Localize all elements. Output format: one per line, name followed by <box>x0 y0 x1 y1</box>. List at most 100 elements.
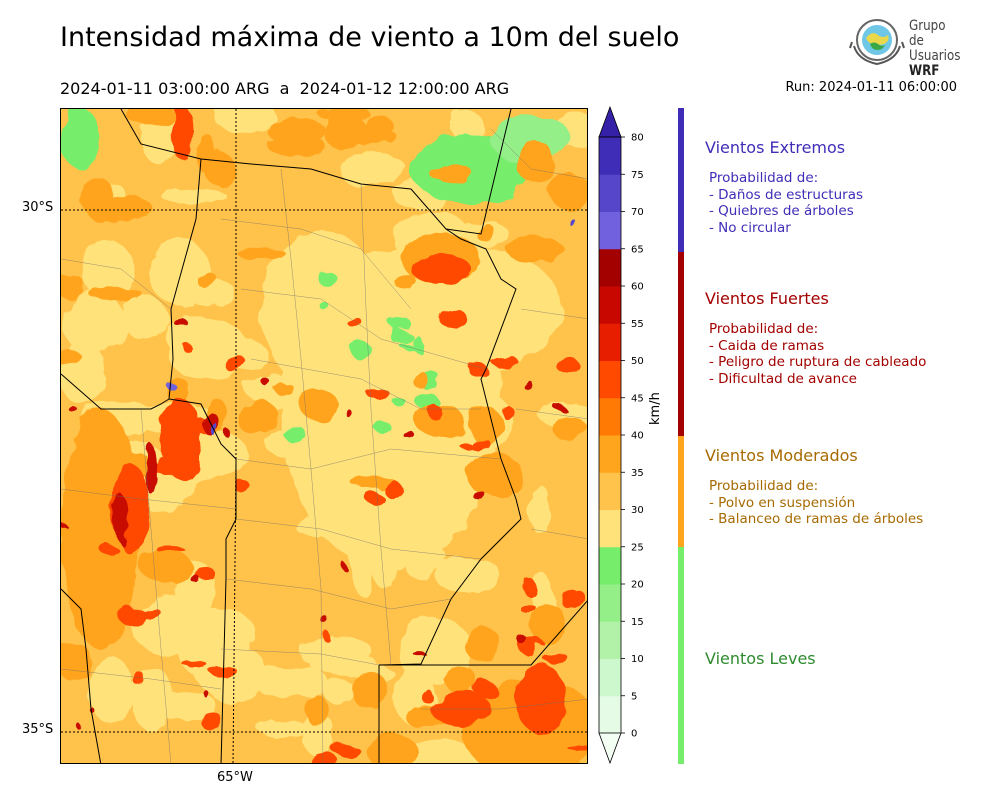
category-line: - No circular <box>709 219 791 236</box>
wind-blob-moderate <box>90 287 144 303</box>
wind-blob-strong <box>523 578 537 597</box>
wind-blob-moderate <box>140 549 193 583</box>
wind-blob-light <box>212 109 274 133</box>
colorbar-tick-label: 25 <box>631 542 644 553</box>
colorbar-tick-label: 20 <box>631 580 644 591</box>
wind-blob-light <box>62 291 126 355</box>
category-line: - Balanceo de ramas de árboles <box>709 511 924 527</box>
wind-blob-moderate <box>274 382 295 396</box>
wind-blob-severe <box>70 408 80 414</box>
wind-blob-severe <box>172 316 187 326</box>
colorbar-min-extension <box>598 732 622 765</box>
wind-blob-strong <box>556 356 579 374</box>
category-extremos: Vientos Extremos Probabilidad de: - Daño… <box>705 138 863 236</box>
wind-blob-strong <box>543 652 569 664</box>
wind-blob-moderate <box>307 692 326 728</box>
category-leves: Vientos Leves <box>705 649 816 668</box>
colorbar-segment <box>599 286 621 324</box>
colorbar-tick-label: 30 <box>631 505 644 516</box>
wind-blob-light <box>321 679 356 703</box>
wind-blob-weak <box>373 419 390 433</box>
wind-blob-weak <box>394 398 407 408</box>
colorbar-segment <box>599 546 621 585</box>
wind-blob-strong <box>134 671 145 687</box>
wind-blob-weak <box>284 428 309 443</box>
wind-blob-weak <box>412 334 422 351</box>
colorbar-segment <box>599 658 621 697</box>
lon-label-65w: 65°W <box>217 770 253 785</box>
wind-blob-light <box>301 713 336 757</box>
logo-line1: Grupo de <box>909 18 946 49</box>
wind-blob-strong <box>118 607 147 627</box>
wind-blob-moderate <box>393 274 417 289</box>
wind-blob-weak <box>319 301 329 311</box>
wind-blob-moderate <box>61 409 141 649</box>
wind-blob-moderate <box>82 176 114 221</box>
wind-blob-severe <box>189 575 200 583</box>
wind-blob-moderate <box>411 370 428 388</box>
colorbar-tick-label: 65 <box>631 244 644 255</box>
wind-blob-strong <box>331 744 360 756</box>
wind-blob-light <box>403 738 477 763</box>
grupo-wrf-logo: Grupo de Usuarios WRF <box>848 16 973 79</box>
wind-blob-strong <box>501 405 514 420</box>
wind-blob-severe <box>145 444 157 494</box>
wind-blob-moderate <box>316 109 370 119</box>
wind-blob-moderate <box>61 348 81 364</box>
wind-blob-severe <box>474 492 488 502</box>
colorbar-segment <box>599 360 621 399</box>
wind-blob-severe <box>223 429 231 438</box>
wind-blob-light <box>142 690 217 721</box>
wind-blob-strong <box>345 315 361 327</box>
wind-blob-severe <box>346 409 352 419</box>
category-line: - Dificultad de avance <box>709 370 857 387</box>
wind-blob-moderate <box>125 109 175 125</box>
wind-blob-moderate <box>531 601 564 645</box>
wind-blob-strong <box>309 751 338 763</box>
wind-blob-moderate <box>352 669 387 710</box>
colorbar-segment <box>599 323 621 361</box>
colorbar-segment <box>599 435 621 473</box>
category-bar-fuertes <box>678 252 684 436</box>
forecast-period: 2024-01-11 03:00:00 ARG a 2024-01-12 12:… <box>60 79 510 98</box>
lat-label-35s: 35°S <box>22 722 54 737</box>
wind-blob-severe <box>522 379 533 390</box>
category-line: Probabilidad de: <box>709 170 819 186</box>
wind-blob-moderate <box>197 271 218 290</box>
wind-blob-moderate <box>368 734 419 763</box>
wind-blob-weak <box>401 344 417 352</box>
wind-blob-moderate <box>61 642 92 683</box>
wind-blob-moderate <box>236 397 278 436</box>
wind-blob-moderate <box>430 164 474 185</box>
colorbar-tick-label: 80 <box>631 133 644 144</box>
wind-blob-weak <box>61 109 101 169</box>
colorbar-tick-label: 75 <box>631 170 644 181</box>
wind-blob-weak <box>319 273 339 287</box>
wind-blob-severe <box>263 379 272 388</box>
wind-blob-moderate <box>237 246 286 261</box>
wind-field-svg <box>61 109 587 763</box>
wind-blob-strong <box>519 602 536 613</box>
colorbar-tick-label: 15 <box>631 617 644 628</box>
wind-blob-light <box>161 188 227 205</box>
wind-blob-strong <box>569 746 587 753</box>
wind-blob-strong <box>161 399 201 479</box>
colorbar-tick-label: 45 <box>631 393 644 404</box>
wind-blob-moderate <box>552 415 586 442</box>
wind-blob-strong <box>199 711 223 730</box>
globe-logo-icon <box>849 19 905 66</box>
wind-blob-moderate <box>300 388 338 422</box>
category-moderados: Vientos Moderados Probabilidad de: - Pol… <box>705 446 923 528</box>
wind-blob-severe <box>341 563 347 571</box>
wind-blob-strong <box>467 438 491 450</box>
wind-blob-strong <box>474 680 496 699</box>
wind-blob-light <box>257 719 307 737</box>
wind-blob-strong <box>516 664 566 734</box>
department-boundaries <box>61 128 587 763</box>
wind-blob-strong <box>208 665 237 677</box>
colorbar-segment <box>599 584 621 622</box>
category-title: Vientos Fuertes <box>705 289 829 308</box>
wind-blob-light <box>121 296 168 339</box>
wind-blob-moderate <box>476 223 496 243</box>
wind-blob-strong <box>458 439 471 448</box>
